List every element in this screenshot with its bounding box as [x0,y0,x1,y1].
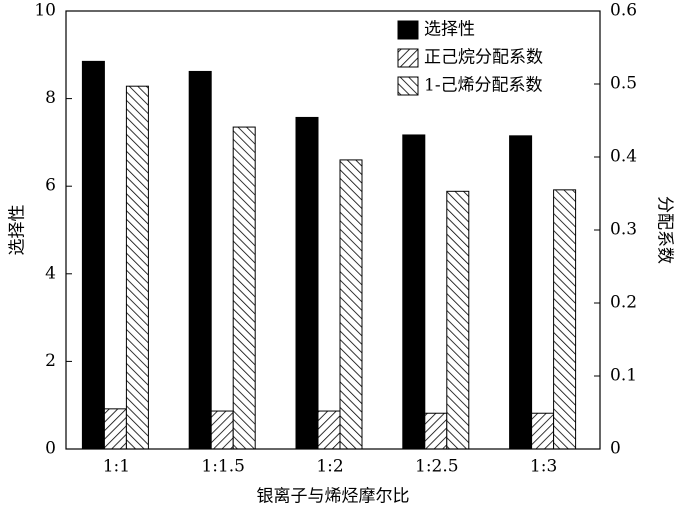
legend-label: 1-己烯分配系数 [424,76,543,96]
y-tick-label: 0 [45,439,56,459]
bar [317,410,341,450]
x-tick-label: 1:3 [530,457,557,477]
bar [402,134,426,450]
y-axis-label: 选择性 [8,205,28,256]
plot-frame [65,10,601,450]
bar [295,116,319,450]
y2-tick-label: 0 [610,439,621,459]
y2-tick-label: 0.1 [610,366,637,386]
legend-swatch [397,20,419,40]
x-tick-label: 1:2.5 [415,457,459,477]
y-tick-label: 2 [45,351,56,371]
x-axis-label: 银离子与烯烃摩尔比 [257,487,410,507]
bar [553,189,577,450]
bar [232,126,256,450]
y2-tick-label: 0.5 [610,74,637,94]
y-tick-label: 8 [45,88,56,108]
bar [210,410,234,450]
y2-axis-label: 分配系数 [655,196,675,264]
x-tick-label: 1:1 [103,457,130,477]
bar [424,412,448,450]
x-tick-label: 1:1.5 [201,457,245,477]
legend-swatch [397,48,419,68]
y-tick-label: 10 [34,1,56,21]
y2-tick-label: 0.4 [610,147,637,167]
legend-label: 正己烷分配系数 [424,48,543,68]
legend-label: 选择性 [424,20,475,40]
bar [188,70,212,450]
bar [81,60,105,450]
bar [103,408,127,450]
x-tick-label: 1:2 [316,457,343,477]
bar [531,412,555,450]
bar [125,85,149,450]
y-tick-label: 4 [45,263,56,283]
bar [339,159,363,450]
bar [509,135,533,450]
y2-tick-label: 0.6 [610,1,637,21]
legend-swatch [397,76,419,96]
y2-tick-label: 0.2 [610,293,637,313]
y-tick-label: 6 [45,176,56,196]
y2-tick-label: 0.3 [610,220,637,240]
bar [446,190,470,450]
